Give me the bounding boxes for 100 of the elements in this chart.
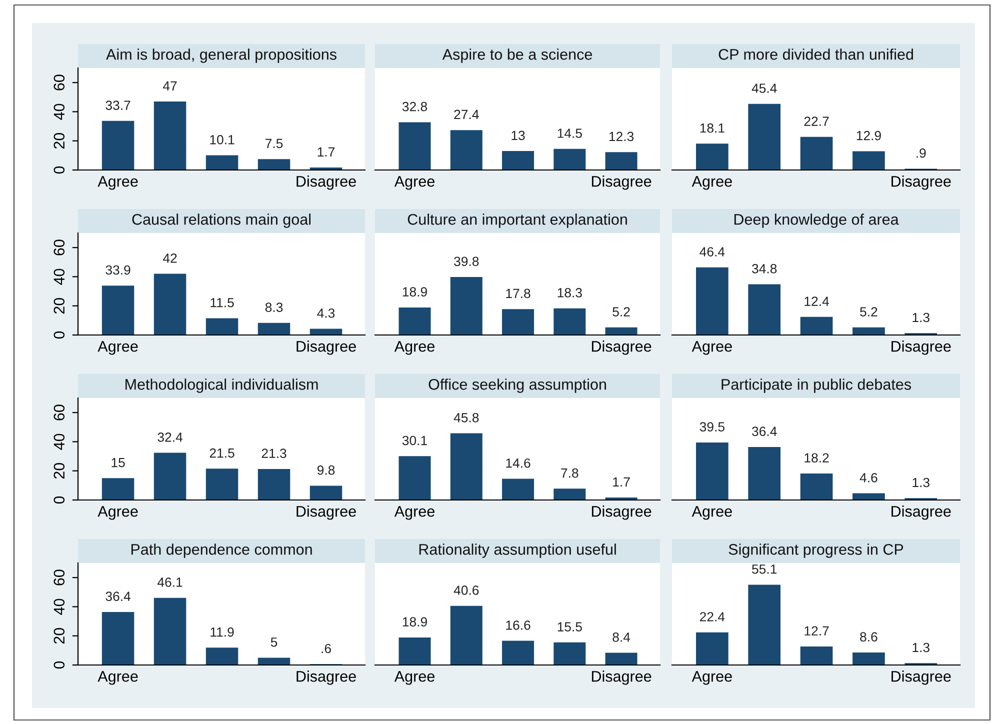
chart-title: Path dependence common <box>131 544 312 558</box>
y-tick-label: 40 <box>54 104 65 120</box>
y-tick-label: 60 <box>54 74 65 90</box>
y-tick-label: 40 <box>54 598 65 615</box>
chart-title: Aim is broad, general propositions <box>106 48 336 63</box>
x-tick-label: Disagree <box>892 176 951 190</box>
x-tick-label: Agree <box>692 506 732 520</box>
x-tick-label: Agree <box>98 176 138 190</box>
data-label: 17.8 <box>506 288 530 298</box>
data-label: 36.4 <box>752 426 777 436</box>
x-tick-label: Agree <box>98 671 138 685</box>
x-tick-label: Agree <box>394 671 434 685</box>
y-tick-label: 0 <box>54 661 65 669</box>
data-label: 18.9 <box>402 287 427 297</box>
data-label: 7.5 <box>266 138 283 148</box>
data-label: 32.4 <box>158 432 182 442</box>
data-label: 18.2 <box>804 453 829 463</box>
data-label: 30.1 <box>402 436 427 446</box>
data-label: 14.6 <box>506 458 530 468</box>
data-label: 1.7 <box>613 477 630 486</box>
data-label: 14.5 <box>558 128 582 138</box>
data-label: .6 <box>322 644 331 654</box>
data-label: 11.5 <box>210 298 234 308</box>
data-label: 18.3 <box>558 288 582 298</box>
y-tick-label: 0 <box>54 331 65 339</box>
data-label: 4.3 <box>317 308 335 318</box>
x-tick-label: Agree <box>98 506 138 520</box>
y-tick-label: 20 <box>54 298 65 314</box>
data-label: 8.6 <box>860 632 878 642</box>
data-label: 15.5 <box>558 622 582 632</box>
data-label: 46.4 <box>700 247 725 256</box>
data-label: 12.3 <box>609 132 634 142</box>
data-label: 5.2 <box>612 307 630 316</box>
data-label: 42 <box>162 254 177 263</box>
data-label: 12.9 <box>856 130 881 140</box>
data-label: 1.3 <box>912 312 930 322</box>
data-label: 46.1 <box>157 578 182 587</box>
data-label: 1.3 <box>912 478 930 488</box>
data-label: 22.4 <box>700 612 725 622</box>
data-label: 8.4 <box>612 632 630 642</box>
x-tick-label: Agree <box>692 176 732 190</box>
x-tick-label: Agree <box>394 506 434 520</box>
x-tick-label: Disagree <box>892 506 951 520</box>
data-label: 12.4 <box>804 296 829 306</box>
data-label: 55.1 <box>752 564 777 574</box>
y-tick-label: 60 <box>54 404 65 420</box>
data-label: 22.7 <box>804 116 829 126</box>
y-tick-label: 0 <box>54 166 65 174</box>
data-label: 7.8 <box>561 468 578 478</box>
y-tick-label: 40 <box>54 268 65 285</box>
y-tick-label: 60 <box>54 240 65 256</box>
x-tick-label: Disagree <box>296 506 356 520</box>
chart-title: Rationality assumption useful <box>419 544 616 558</box>
x-tick-label: Disagree <box>892 340 951 355</box>
data-label: 27.4 <box>454 110 479 120</box>
y-tick-label: 40 <box>54 434 65 450</box>
chart-title: Deep knowledge of area <box>734 214 899 228</box>
data-label: 47 <box>162 81 177 90</box>
data-label: 11.9 <box>210 627 234 637</box>
chart-title: Participate in public debates <box>722 378 911 393</box>
x-tick-label: Disagree <box>296 340 356 355</box>
data-label: 32.8 <box>402 102 428 112</box>
data-label: 39.5 <box>700 422 724 432</box>
data-label: 34.8 <box>752 264 777 274</box>
x-tick-label: Agree <box>692 671 732 685</box>
x-tick-label: Agree <box>692 341 732 355</box>
chart-title: CP more divided than unified <box>718 48 913 60</box>
x-tick-label: Disagree <box>592 506 652 520</box>
data-label: 18.1 <box>700 123 724 133</box>
data-label: .9 <box>916 148 926 158</box>
data-label: 39.8 <box>454 256 479 266</box>
data-label: 18.9 <box>402 617 427 627</box>
x-tick-label: Disagree <box>892 670 951 685</box>
data-label: 5 <box>270 638 278 647</box>
data-label: 10.1 <box>210 135 234 144</box>
data-label: 33.9 <box>106 265 130 275</box>
data-label: 16.6 <box>506 620 530 630</box>
data-label: 12.7 <box>804 626 829 636</box>
y-tick-label: 60 <box>54 570 65 586</box>
data-label: 45.4 <box>752 84 777 93</box>
data-label: 13 <box>512 130 525 140</box>
data-label: 1.3 <box>912 642 930 652</box>
data-label: 21.5 <box>210 448 234 458</box>
x-tick-label: Disagree <box>592 340 652 355</box>
chart-title: Culture an important explanation <box>408 214 627 228</box>
x-tick-label: Agree <box>394 341 434 355</box>
chart-title: Methodological individualism <box>126 378 318 393</box>
y-tick-label: 20 <box>54 462 65 479</box>
data-label: 33.7 <box>106 100 130 110</box>
data-label: 5.2 <box>860 307 878 316</box>
x-tick-label: Disagree <box>296 176 356 190</box>
data-label: 21.3 <box>262 448 286 458</box>
data-label: 40.6 <box>454 586 479 595</box>
x-tick-label: Disagree <box>592 670 652 685</box>
x-tick-label: Disagree <box>592 176 652 190</box>
data-label: 36.4 <box>106 592 130 602</box>
x-tick-label: Agree <box>394 176 434 190</box>
chart-title: Causal relations main goal <box>132 214 310 228</box>
data-label: 8.3 <box>265 302 283 312</box>
chart-title: Aspire to be a science <box>442 48 592 63</box>
